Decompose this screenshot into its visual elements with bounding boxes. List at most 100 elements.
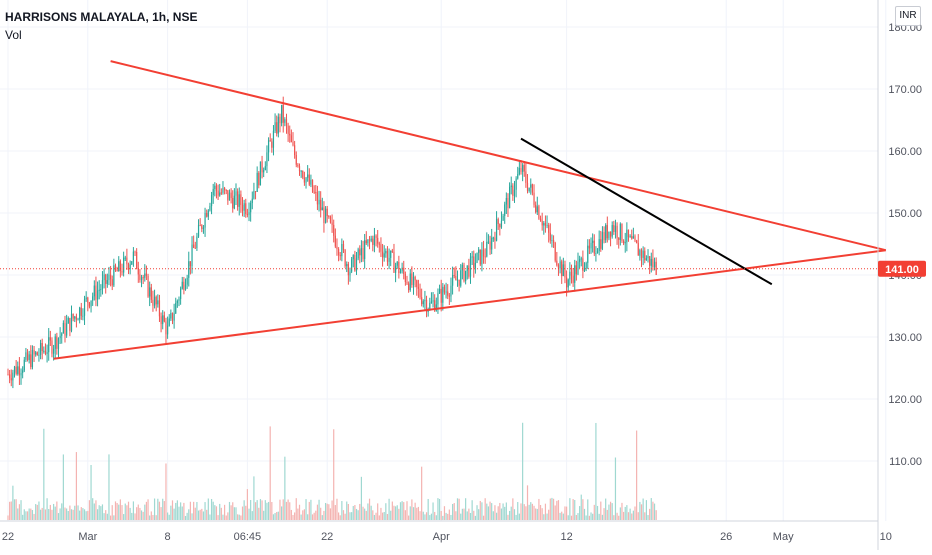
volume-bar — [627, 512, 630, 520]
candle-body — [469, 256, 472, 277]
volume-bar — [478, 509, 480, 520]
volume-bar — [18, 504, 20, 520]
candle-body — [370, 238, 372, 241]
volume-bar — [438, 498, 441, 520]
volume-bar — [10, 501, 12, 520]
candle-body — [531, 184, 533, 193]
candle-body — [391, 250, 393, 252]
volume-bar — [364, 508, 366, 520]
volume-bar — [88, 500, 91, 520]
candle-body — [609, 231, 612, 237]
candle-body — [362, 248, 364, 260]
candle-body — [334, 235, 336, 247]
candle-body — [70, 313, 73, 331]
candle-body — [61, 333, 63, 336]
volume-bar — [492, 511, 494, 520]
candle-body — [79, 307, 81, 320]
x-axis[interactable]: 22 Mar 8 06:45 22 Apr 12 26 May 10 — [2, 531, 892, 543]
volume-bar — [168, 514, 170, 520]
candle-body — [468, 265, 470, 277]
candle-body — [500, 220, 503, 228]
volume-bar — [251, 511, 253, 520]
candle-body — [243, 203, 245, 211]
candle-body — [440, 288, 442, 303]
candle-body — [559, 261, 561, 269]
trendline-upper[interactable] — [110, 60, 887, 252]
volume-bar — [465, 498, 467, 520]
y-tick-label: 130.00 — [888, 332, 922, 344]
volume-bar — [551, 497, 553, 520]
volume-bar — [639, 501, 641, 520]
volume-bar — [623, 511, 625, 520]
candle-body — [202, 227, 205, 229]
candle-body — [378, 243, 380, 245]
candle-body — [473, 256, 475, 268]
y-axis[interactable]: 110.00120.00130.00140.00150.00160.00170.… — [888, 22, 922, 468]
volume-bar — [93, 503, 95, 520]
candle-body — [530, 184, 532, 188]
symbol-title[interactable]: HARRISONS MALAYALA, 1h, NSE — [5, 10, 198, 24]
volume-bar — [469, 512, 472, 520]
volume-bar — [479, 500, 481, 520]
volume-bar — [562, 513, 564, 520]
volume-bar — [59, 508, 61, 520]
candle-body — [624, 242, 626, 244]
candle-body — [165, 321, 167, 335]
candle-body — [390, 250, 392, 258]
volume-bar — [585, 515, 587, 520]
candle-body — [629, 236, 631, 238]
candle-body — [323, 207, 325, 223]
candle-body — [31, 349, 34, 368]
volume-bar — [263, 510, 265, 520]
candle-body — [631, 236, 633, 239]
currency-button[interactable]: INR — [895, 6, 921, 26]
volume-bar — [139, 507, 141, 520]
candle-body — [640, 250, 643, 258]
volume-bar — [224, 504, 226, 520]
volume-bar — [601, 514, 604, 520]
candle-body — [465, 270, 467, 282]
candle-body — [96, 290, 99, 300]
candle-body — [106, 280, 108, 284]
candle-body — [644, 250, 646, 261]
volume-bar — [381, 512, 384, 520]
volume-bar — [72, 509, 74, 520]
trendline-drawings[interactable] — [53, 60, 887, 360]
volume-bar — [85, 511, 87, 520]
volume-bar — [129, 507, 131, 520]
volume-bar — [303, 509, 305, 520]
volume-bar — [225, 515, 227, 520]
volume-bar — [546, 513, 548, 520]
candle-body — [588, 245, 590, 249]
volume-bar — [315, 510, 317, 520]
trendline-short-term[interactable] — [520, 137, 773, 286]
volume-bar — [220, 507, 222, 520]
volume-bar — [212, 501, 214, 520]
candle-body — [176, 300, 178, 304]
volume-bar — [624, 506, 626, 520]
candle-body — [261, 161, 263, 173]
candle-body — [149, 287, 151, 297]
volume-bar — [79, 510, 81, 520]
volume-label[interactable]: Vol — [5, 28, 22, 42]
candle-body — [434, 300, 436, 311]
y-tick-label: 110.00 — [889, 456, 922, 468]
volume-bar — [552, 498, 555, 520]
candle-body — [450, 285, 452, 297]
candle-body — [375, 235, 377, 238]
volume-bar — [412, 507, 415, 520]
volume-bar — [482, 515, 485, 520]
candle-body — [183, 281, 185, 290]
candle-body — [417, 286, 419, 289]
trendline-lower[interactable] — [53, 249, 886, 360]
volume-bar — [561, 511, 563, 520]
volume-bar — [588, 515, 590, 520]
volume-bar — [96, 509, 99, 520]
candle-body — [168, 318, 170, 326]
candle-body — [137, 268, 139, 275]
volume-bar — [61, 503, 63, 520]
candle-body — [285, 119, 288, 126]
volume-bar — [618, 515, 620, 520]
